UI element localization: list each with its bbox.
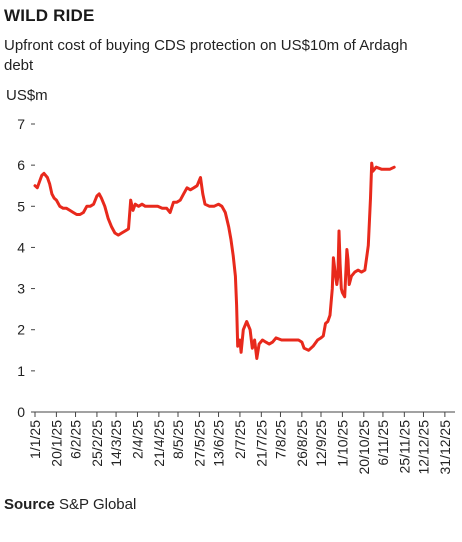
x-tick-label: 12/12/25 [415,420,431,475]
x-tick-label: 14/3/25 [108,420,124,467]
y-tick-label: 6 [17,157,25,173]
x-tick-label: 13/6/25 [211,420,227,467]
x-tick-label: 20/1/25 [48,420,64,467]
x-tick-label: 31/12/25 [437,420,453,475]
x-tick-label: 1/1/25 [27,420,43,459]
source-note: Source S&P Global [4,496,136,513]
x-tick-label: 7/8/25 [272,420,288,459]
y-tick-label: 4 [17,239,25,255]
x-tick-label: 6/11/25 [375,420,391,466]
source-label: Source [4,496,55,513]
x-tick-label: 27/5/25 [191,420,207,467]
chart-title: WILD RIDE [4,6,95,25]
x-tick-label: 8/5/25 [170,420,186,459]
x-tick-label: 2/4/25 [129,420,145,459]
x-tick-label: 1/10/25 [334,420,350,467]
x-tick-label: 6/2/25 [68,420,84,459]
x-tick-label: 25/2/25 [89,420,105,467]
y-tick-label: 3 [17,281,25,297]
x-tick-label: 26/8/25 [294,420,310,467]
source-text: S&P Global [59,496,137,513]
y-tick-label: 2 [17,322,25,338]
x-tick-label: 12/9/25 [313,420,329,467]
x-tick-label: 25/11/25 [396,420,412,474]
y-axis-unit-label: US$m [6,87,48,104]
y-tick-label: 1 [17,363,25,379]
series-line [33,161,396,360]
x-axis: 1/1/25 20/1/25 6/2/25 25/2/25 14/3/25 2/4/25 2… [27,412,453,475]
x-tick-label: 20/10/25 [356,420,372,475]
chart-subtitle: Upfront cost of buying CDS protection on… [4,37,408,74]
x-tick-label: 2/7/25 [232,420,248,459]
y-tick-label: 7 [17,116,25,132]
y-tick-label: 5 [17,198,25,214]
y-tick-label: 0 [17,404,25,420]
x-tick-label: 21/4/25 [151,420,167,467]
x-tick-label: 21/7/25 [253,420,269,467]
y-axis: 0 1 2 3 4 5 6 7 [17,116,35,420]
